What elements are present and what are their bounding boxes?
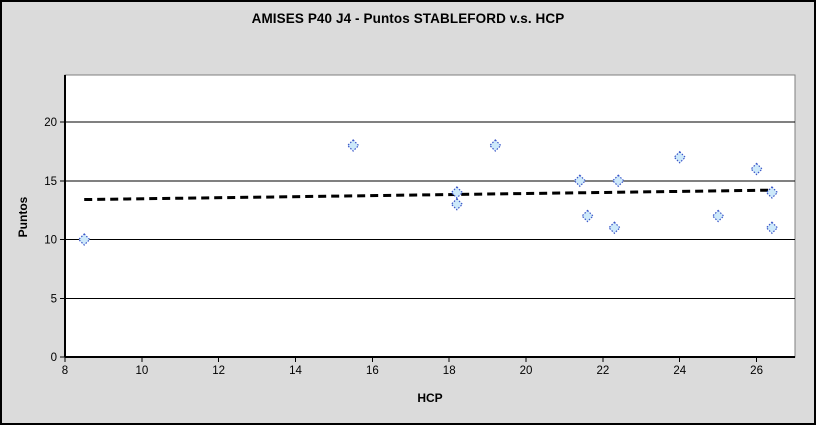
data-point-marker [581,209,594,223]
data-point-marker [77,233,91,246]
trendline [84,188,772,202]
data-point-marker [765,186,779,199]
data-point-marker [450,186,464,199]
data-point-marker [346,139,360,152]
y-tick-label-15: 15 [44,176,57,188]
data-point-marker [608,221,621,235]
data-point-marker [673,150,687,164]
data-point-marker [488,139,502,152]
x-tick-label-20: 20 [520,365,533,377]
x-tick-label-10: 10 [135,365,148,377]
x-tick-label-8: 8 [62,365,68,377]
data-point-marker [450,197,464,211]
y-tick-label-5: 5 [51,293,57,305]
y-tick-label-0: 0 [51,352,57,364]
x-tick-label-18: 18 [443,365,456,377]
x-tick-label-16: 16 [366,365,379,377]
x-tick-label-12: 12 [212,365,225,377]
y-tick-label-20: 20 [44,117,57,129]
plot-area [64,74,796,358]
data-point-marker [711,209,725,223]
data-point-marker [765,221,779,235]
data-point-marker [750,162,763,176]
chart-title: AMISES P40 J4 - Puntos STABLEFORD v.s. H… [251,11,565,26]
data-point-marker [611,174,625,188]
x-axis-title: HCP [417,391,443,405]
x-tick-label-14: 14 [289,365,302,377]
data-point-marker [573,174,587,188]
x-tick-label-22: 22 [596,365,609,377]
x-tick-label-26: 26 [750,365,763,377]
y-tick-label-10: 10 [44,235,57,247]
x-tick-label-24: 24 [673,365,686,377]
